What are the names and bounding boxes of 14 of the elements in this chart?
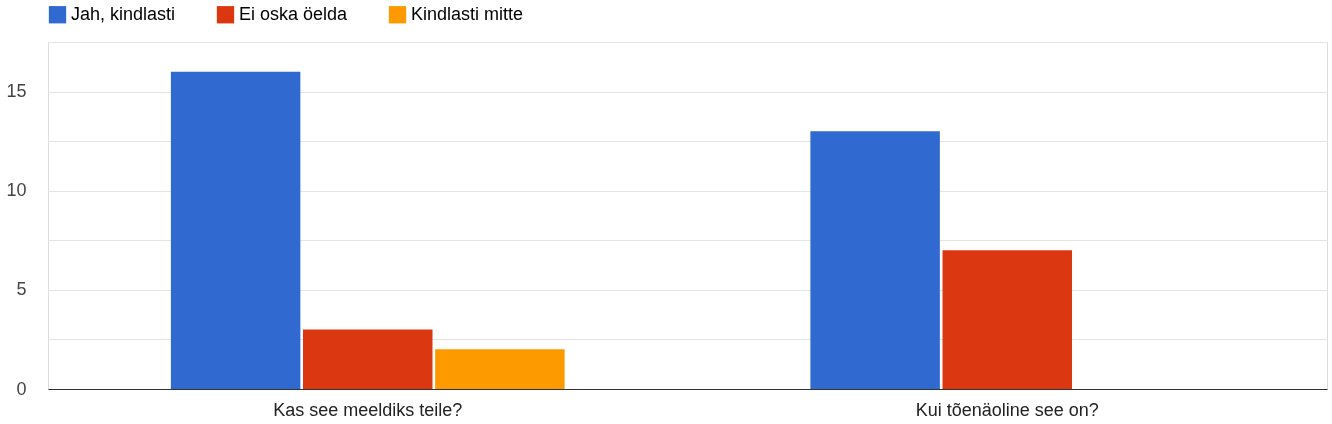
- y-tick-label: 10: [6, 180, 27, 201]
- legend-label: Kindlasti mitte: [411, 3, 524, 24]
- bar: [435, 349, 565, 389]
- x-tick-label: Kui tõenäoline see on?: [915, 399, 1099, 420]
- legend-label: Jah, kindlasti: [71, 3, 176, 24]
- bar: [170, 71, 301, 389]
- legend-label: Ei oska öelda: [239, 3, 349, 24]
- y-tick-label: 0: [16, 378, 27, 399]
- y-tick-label: 15: [6, 81, 27, 102]
- bar: [303, 329, 433, 389]
- x-tick-label: Kas see meeldiks teile?: [273, 399, 463, 420]
- bar: [942, 250, 1072, 389]
- bar: [810, 131, 940, 389]
- y-tick-label: 5: [16, 279, 27, 300]
